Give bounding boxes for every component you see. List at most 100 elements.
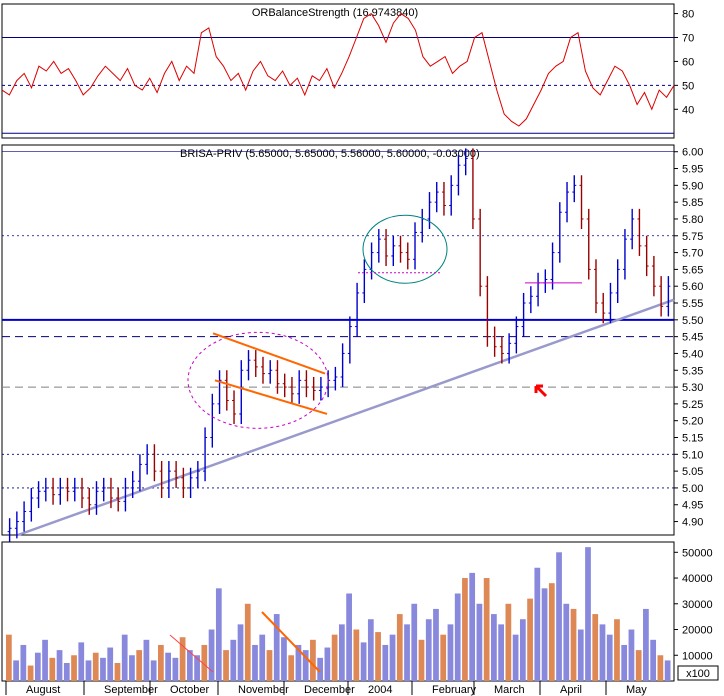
price-tick-label: 5.85 (682, 197, 703, 209)
volume-bar (201, 644, 208, 681)
month-label: May (626, 684, 647, 696)
volume-bar (346, 593, 352, 681)
volume-bar (389, 634, 396, 681)
price-tick-label: 5.40 (682, 348, 703, 360)
rsi-title: ORBalanceStrength (16.9743840) (252, 7, 418, 19)
volume-bar (643, 608, 649, 681)
month-label: March (494, 684, 525, 696)
volume-bar (42, 639, 48, 681)
price-tick-label: 5.00 (682, 483, 703, 495)
volume-bar (599, 624, 606, 681)
volume-bar (136, 650, 143, 681)
volume-bar (266, 650, 273, 681)
price-tick-label: 5.10 (682, 449, 703, 461)
volume-bar (628, 629, 635, 681)
volume-bar (63, 662, 70, 681)
volume-bar (650, 639, 657, 681)
price-panel-frame (1, 144, 675, 536)
price-tick-label: 5.45 (682, 332, 703, 344)
volume-bar (107, 647, 114, 681)
volume-bar (606, 634, 613, 681)
price-tick-label: 5.70 (682, 248, 703, 260)
volume-bar (85, 660, 92, 681)
rsi-panel-frame (1, 3, 675, 139)
rsi-tick-label: 40 (682, 104, 694, 116)
volume-bar (454, 593, 461, 681)
volume-bar (440, 634, 447, 681)
volume-bar (396, 614, 403, 681)
volume-bar (186, 650, 193, 681)
month-label: 2004 (368, 684, 392, 696)
volume-bar (353, 629, 360, 681)
volume-bar (404, 624, 410, 681)
volume-tick-label: 10000 (682, 650, 713, 662)
volume-bar (491, 614, 497, 681)
volume-bar (121, 634, 128, 681)
volume-bar (360, 642, 367, 681)
price-tick-label: 5.35 (682, 365, 703, 377)
volume-bar (585, 547, 591, 681)
volume-bar (302, 650, 309, 681)
volume-bar (150, 660, 157, 681)
volume-tick-label: 50000 (682, 547, 713, 559)
volume-annotation-line (169, 634, 214, 673)
price-tick-label: 5.65 (682, 264, 703, 276)
volume-bar (498, 624, 504, 681)
volume-bar (411, 603, 418, 681)
volume-bar (310, 639, 316, 681)
volume-bar (114, 662, 121, 681)
volume-bar (230, 639, 237, 681)
volume-bar (447, 624, 454, 681)
trendline (17, 298, 675, 537)
volume-bar (288, 655, 295, 681)
price-tick-label: 5.60 (682, 281, 703, 293)
volume-unit-box (677, 665, 719, 681)
volume-bar (143, 639, 150, 681)
volume-bar (244, 603, 251, 681)
volume-tick-label: 20000 (682, 625, 713, 637)
volume-bar (259, 634, 266, 681)
volume-annotation-line (261, 611, 321, 673)
price-title: BRISA-PRIV (5.65000, 5.65000, 5.56000, 5… (180, 148, 480, 160)
volume-bar (657, 655, 664, 681)
volume-bar (237, 624, 244, 681)
volume-tick-label: 40000 (682, 573, 713, 585)
volume-tick-label: 30000 (682, 599, 713, 611)
month-label: October (170, 684, 209, 696)
volume-bar (476, 603, 483, 681)
volume-bar (281, 637, 287, 681)
volume-bar (563, 603, 570, 681)
volume-bar (194, 655, 200, 681)
volume-bar (71, 655, 77, 681)
volume-bar (614, 619, 620, 681)
volume-unit-label: x100 (686, 668, 710, 680)
volume-bar (100, 657, 106, 681)
pennant-ellipse (187, 331, 329, 429)
volume-bar (418, 639, 425, 681)
volume-bar (172, 657, 179, 681)
price-tick-label: 5.55 (682, 298, 703, 310)
volume-bar (56, 650, 63, 681)
volume-bar (382, 644, 389, 681)
volume-panel-frame (1, 541, 675, 682)
volume-bar (462, 578, 468, 681)
volume-bar (570, 608, 577, 681)
volume-bar (49, 657, 56, 681)
month-label: December (304, 684, 355, 696)
volume-bar (527, 598, 533, 681)
price-tick-label: 5.15 (682, 433, 703, 445)
flag-upper-line (212, 332, 326, 375)
volume-bar (78, 642, 85, 681)
volume-bar (483, 578, 490, 681)
rsi-tick-label: 60 (682, 56, 694, 68)
volume-bar (13, 660, 19, 681)
price-tick-label: 4.90 (682, 517, 703, 529)
volume-bar (548, 583, 555, 681)
volume-bar (592, 614, 599, 681)
volume-bar (20, 644, 27, 681)
price-tick-label: 5.25 (682, 399, 703, 411)
volume-bar (577, 629, 584, 681)
price-tick-label: 4.95 (682, 500, 703, 512)
volume-bar (324, 647, 331, 681)
